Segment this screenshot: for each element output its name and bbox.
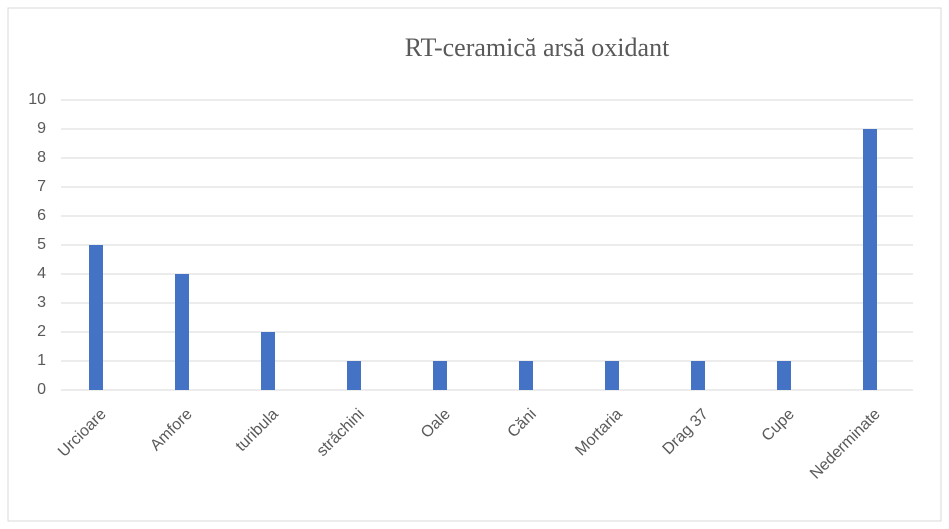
bar	[863, 129, 877, 390]
y-tick-label: 1	[37, 352, 46, 369]
bar	[261, 332, 275, 390]
y-tick-label: 3	[37, 294, 46, 311]
y-tick-label: 8	[37, 149, 46, 166]
bar	[777, 361, 791, 390]
bar	[433, 361, 447, 390]
chart-title: RT-ceramică arsă oxidant	[405, 33, 670, 62]
y-tick-label: 0	[37, 381, 46, 398]
y-tick-label: 2	[37, 323, 46, 340]
y-tick-label: 4	[37, 265, 46, 282]
bar	[605, 361, 619, 390]
bar	[175, 274, 189, 390]
bar	[691, 361, 705, 390]
bar	[89, 245, 103, 390]
y-tick-label: 10	[28, 91, 46, 108]
y-tick-label: 5	[37, 236, 46, 253]
y-tick-label: 9	[37, 120, 46, 137]
bar	[347, 361, 361, 390]
bar	[519, 361, 533, 390]
y-tick-label: 6	[37, 207, 46, 224]
chart-border	[7, 7, 942, 522]
y-tick-label: 7	[37, 178, 46, 195]
